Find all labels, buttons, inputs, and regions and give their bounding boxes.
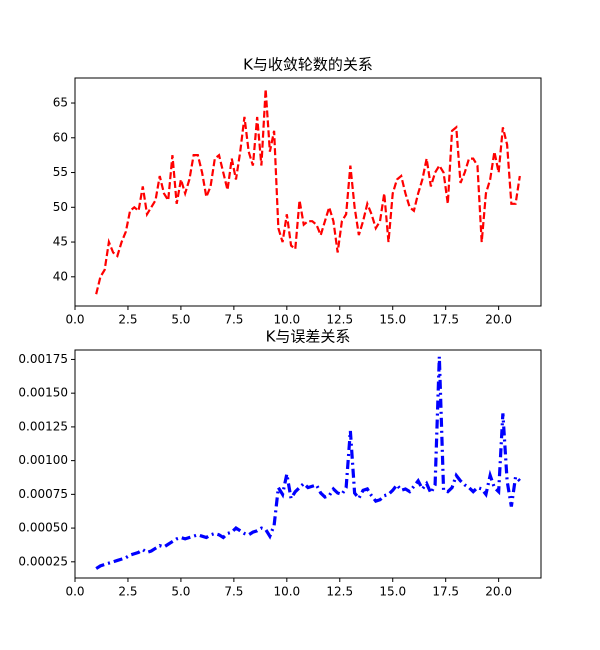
chart-title: K与收敛轮数的关系 [243, 56, 373, 74]
x-tick-label: 10.0 [273, 585, 300, 599]
y-tick-label: 0.00050 [18, 521, 68, 535]
x-tick-label: 2.5 [118, 585, 137, 599]
data-line [95, 356, 521, 570]
x-tick-label: 12.5 [326, 585, 353, 599]
axes-frame [74, 349, 542, 579]
x-tick-label: 12.5 [326, 313, 353, 327]
x-tick-label: 20.0 [485, 585, 512, 599]
x-tick-label: 0.0 [65, 313, 84, 327]
x-tick-label: 5.0 [171, 313, 190, 327]
x-tick-label: 0.0 [65, 585, 84, 599]
x-tick-label: 17.5 [432, 585, 459, 599]
x-tick-label: 7.5 [224, 585, 243, 599]
y-tick-label: 50 [53, 200, 68, 214]
y-tick-label: 0.00100 [18, 453, 68, 467]
y-tick-label: 0.00150 [18, 386, 68, 400]
x-tick-label: 17.5 [432, 313, 459, 327]
x-tick-label: 15.0 [379, 585, 406, 599]
y-tick-label: 60 [53, 130, 68, 144]
x-tick-label: 10.0 [273, 313, 300, 327]
y-tick-label: 0.00125 [18, 419, 68, 433]
axes-frame [74, 77, 542, 307]
y-tick-label: 55 [53, 165, 68, 179]
x-tick-label: 2.5 [118, 313, 137, 327]
x-tick-label: 5.0 [171, 585, 190, 599]
data-line [95, 89, 521, 295]
y-tick-label: 0.00025 [18, 554, 68, 568]
y-tick-label: 65 [53, 96, 68, 110]
x-tick-label: 15.0 [379, 313, 406, 327]
y-tick-label: 40 [53, 269, 68, 283]
y-tick-label: 45 [53, 235, 68, 249]
y-tick-label: 0.00075 [18, 487, 68, 501]
x-tick-label: 7.5 [224, 313, 243, 327]
chart-title: K与误差关系 [266, 328, 351, 346]
x-tick-label: 20.0 [485, 313, 512, 327]
y-tick-label: 0.00175 [18, 352, 68, 366]
